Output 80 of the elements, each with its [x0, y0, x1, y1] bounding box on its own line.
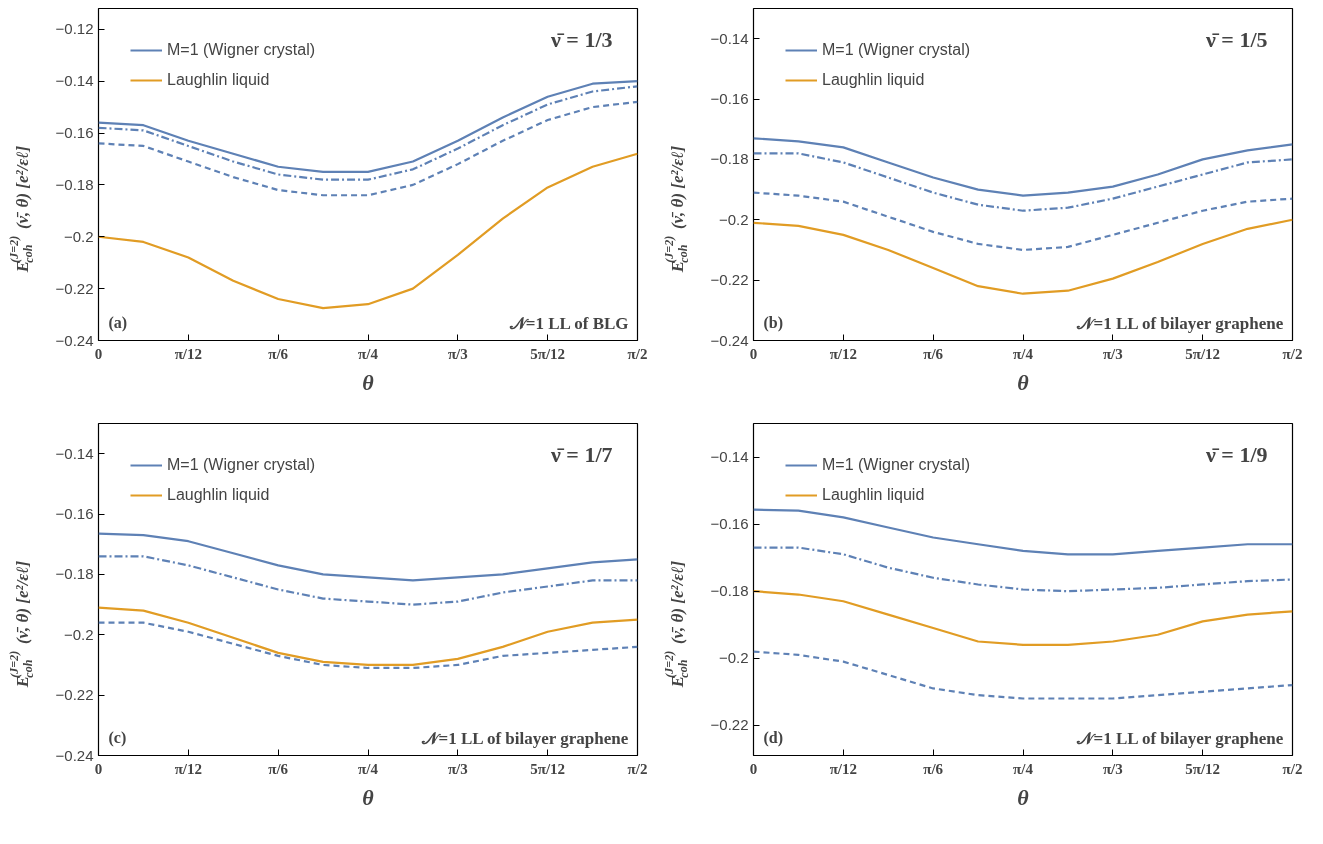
annotation: 𝒩=1 LL of bilayer graphene — [1076, 728, 1284, 748]
x-axis-title: θ — [1017, 369, 1030, 395]
y-tick-label: −0.14 — [55, 444, 94, 462]
y-tick-label: −0.18 — [710, 150, 749, 168]
y-tick-label: −0.16 — [55, 505, 94, 523]
x-tick-label: π/4 — [358, 760, 379, 777]
y-axis-title: Ecoh(J=2) (ν̄, θ) [e²/εℓ] — [662, 145, 691, 274]
x-tick-label: π/12 — [174, 345, 203, 362]
y-tick-label: −0.2 — [63, 227, 94, 245]
y-tick-label: −0.16 — [55, 124, 94, 141]
x-tick-label: π/2 — [627, 760, 648, 777]
y-tick-label: −0.14 — [710, 448, 749, 466]
x-tick-label: π/3 — [1102, 345, 1123, 362]
y-tick-label: −0.22 — [710, 271, 749, 289]
x-tick-label: π/2 — [1282, 760, 1303, 777]
y-tick-label: −0.18 — [55, 175, 94, 193]
y-tick-label: −0.18 — [710, 582, 749, 600]
x-tick-label: 0 — [94, 760, 103, 777]
x-tick-label: 5π/12 — [530, 760, 566, 777]
annotation: 𝒩=1 LL of bilayer graphene — [1076, 313, 1284, 333]
x-tick-label: π/6 — [268, 760, 289, 777]
y-tick-label: −0.2 — [718, 210, 749, 228]
y-tick-label: −0.22 — [710, 716, 749, 734]
legend-label: Laughlin liquid — [167, 71, 270, 89]
x-tick-label: π/6 — [268, 345, 289, 362]
x-tick-label: 5π/12 — [1185, 760, 1221, 777]
x-axis-title: θ — [1017, 784, 1030, 810]
y-tick-label: −0.2 — [718, 649, 749, 667]
y-tick-label: −0.22 — [55, 279, 94, 297]
annotation: 𝒩=1 LL of BLG — [508, 313, 629, 333]
annotation: (a) — [108, 313, 128, 332]
x-tick-label: π/3 — [447, 345, 468, 362]
annotation: (c) — [108, 728, 127, 747]
x-tick-label: π/6 — [923, 345, 944, 362]
x-tick-label: π/3 — [1102, 760, 1123, 777]
y-tick-label: −0.18 — [55, 565, 94, 583]
x-axis-title: θ — [362, 369, 375, 395]
y-tick-label: −0.16 — [710, 515, 749, 533]
y-tick-label: −0.24 — [710, 331, 749, 349]
x-tick-label: π/3 — [447, 760, 468, 777]
y-tick-label: −0.14 — [710, 29, 749, 47]
y-tick-label: −0.22 — [55, 686, 94, 704]
annotation: ν̄ = 1/9 — [1205, 441, 1268, 467]
annotation: (d) — [763, 728, 784, 747]
x-tick-label: π/4 — [1013, 345, 1034, 362]
x-tick-label: π/2 — [1282, 345, 1303, 362]
x-tick-label: π/12 — [174, 760, 203, 777]
legend-label: Laughlin liquid — [822, 486, 925, 504]
x-tick-label: π/4 — [1013, 760, 1034, 777]
x-tick-label: π/2 — [627, 345, 648, 362]
annotation: ν̄ = 1/7 — [550, 441, 613, 467]
y-tick-label: −0.12 — [55, 20, 94, 38]
x-axis-title: θ — [362, 784, 375, 810]
y-axis-title: Ecoh(J=2) (ν̄, θ) [e²/εℓ] — [7, 560, 36, 689]
x-tick-label: 5π/12 — [530, 345, 566, 362]
legend-label: Laughlin liquid — [822, 71, 925, 89]
annotation: (b) — [763, 313, 784, 332]
y-tick-label: −0.14 — [55, 72, 94, 90]
y-tick-label: −0.24 — [55, 331, 94, 349]
legend-label: M=1 (Wigner crystal) — [822, 41, 971, 59]
x-tick-label: 5π/12 — [1185, 345, 1221, 362]
x-tick-label: 0 — [749, 345, 758, 362]
annotation: ν̄ = 1/3 — [550, 26, 613, 52]
legend-label: M=1 (Wigner crystal) — [822, 456, 971, 474]
x-tick-label: 0 — [94, 345, 103, 362]
legend-label: M=1 (Wigner crystal) — [167, 456, 316, 474]
y-axis-title: Ecoh(J=2) (ν̄, θ) [e²/εℓ] — [662, 560, 691, 689]
x-tick-label: π/6 — [923, 760, 944, 777]
annotation: ν̄ = 1/5 — [1205, 26, 1268, 52]
y-axis-title: Ecoh(J=2) (ν̄, θ) [e²/εℓ] — [7, 145, 36, 274]
x-tick-label: π/12 — [829, 760, 858, 777]
x-tick-label: π/12 — [829, 345, 858, 362]
y-tick-label: −0.2 — [63, 625, 94, 643]
legend-label: M=1 (Wigner crystal) — [167, 41, 316, 59]
legend-label: Laughlin liquid — [167, 486, 270, 504]
x-tick-label: 0 — [749, 760, 758, 777]
y-tick-label: −0.24 — [55, 746, 94, 764]
x-tick-label: π/4 — [358, 345, 379, 362]
annotation: 𝒩=1 LL of bilayer graphene — [421, 728, 629, 748]
y-tick-label: −0.16 — [710, 90, 749, 108]
